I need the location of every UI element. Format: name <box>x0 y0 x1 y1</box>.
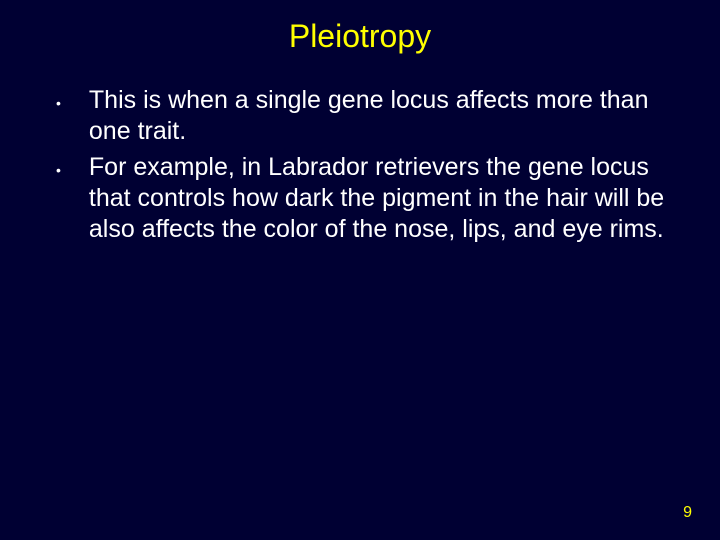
list-item: • This is when a single gene locus affec… <box>50 85 670 148</box>
slide-title: Pleiotropy <box>0 0 720 65</box>
list-item: • For example, in Labrador retrievers th… <box>50 152 670 246</box>
bullet-list: • This is when a single gene locus affec… <box>50 85 670 245</box>
bullet-text: For example, in Labrador retrievers the … <box>89 152 670 246</box>
bullet-marker: • <box>50 85 89 111</box>
bullet-text: This is when a single gene locus affects… <box>89 85 670 148</box>
bullet-marker: • <box>50 152 89 178</box>
page-number: 9 <box>683 504 692 522</box>
slide-content: • This is when a single gene locus affec… <box>0 65 720 245</box>
